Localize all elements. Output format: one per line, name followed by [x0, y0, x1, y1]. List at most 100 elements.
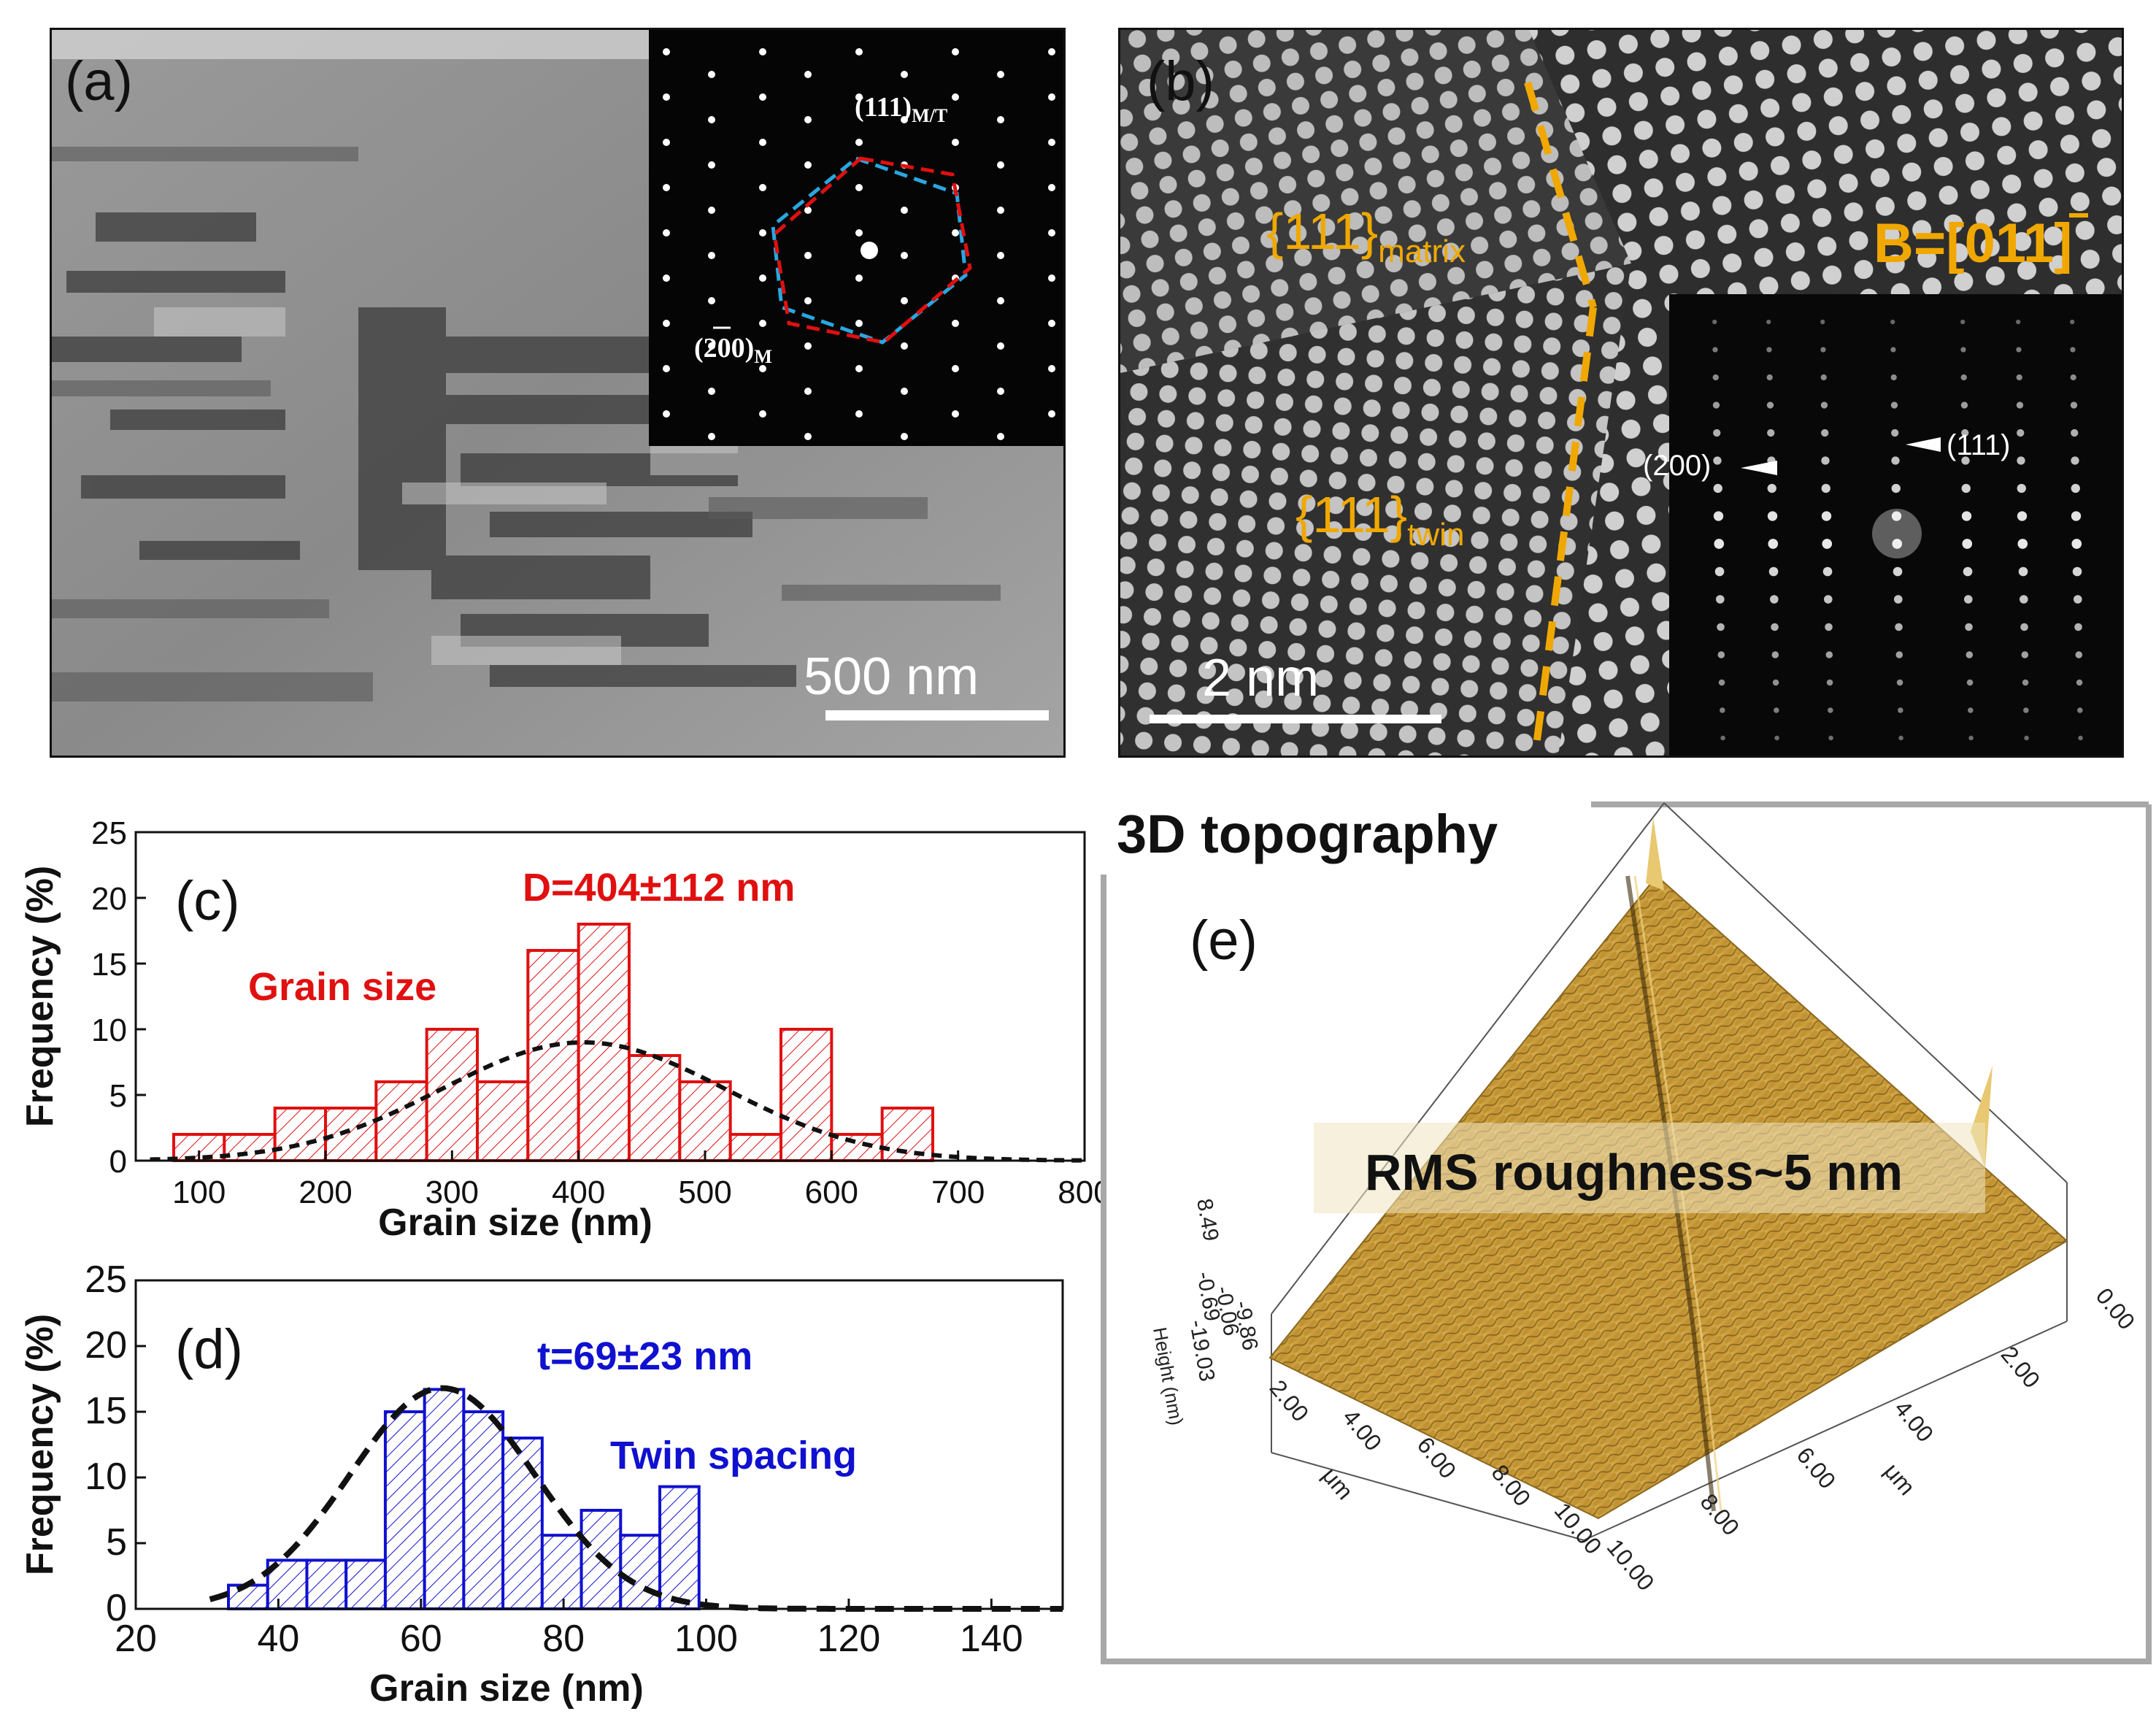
bar-d-8 — [540, 1534, 583, 1611]
x-tick-d-0: 20 — [115, 1618, 157, 1660]
roughness-label: RMS roughness~5 nm — [1365, 1144, 1903, 1201]
fft-label-111: (111) — [1947, 429, 2010, 461]
histogram-d: 20 40 60 80 100 120 140 0 5 10 15 20 25 Grain size (n… — [19, 1258, 1064, 1710]
svg-text:(111)M/T: (111)M/T — [855, 92, 947, 126]
y-tick-d-1: 5 — [106, 1521, 127, 1564]
y-tick-d-0: 0 — [106, 1587, 127, 1629]
x-tick-c-3: 400 — [552, 1175, 605, 1210]
x-tick-d-5: 120 — [817, 1618, 881, 1660]
fft-inset: (200) (111) — [1643, 294, 2122, 756]
x-axis-title-d: Grain size (nm) — [369, 1667, 644, 1710]
right-axis-tick-5: 10.00 — [1602, 1534, 1660, 1595]
y-axis-title-c: Frequency (%) — [19, 866, 61, 1127]
twin-boundary-lower — [1533, 307, 1597, 746]
bar-d-4 — [383, 1410, 426, 1610]
panel-label-c: (c) — [175, 870, 240, 932]
bar-d-7 — [501, 1437, 544, 1610]
x-tick-c-6: 700 — [931, 1175, 985, 1210]
panel-a-label: (a) — [65, 50, 133, 112]
bar-c-14 — [880, 1107, 934, 1162]
y-tick-c-3: 15 — [91, 947, 127, 983]
x-tick-c-2: 300 — [426, 1175, 479, 1210]
zone-axis-label: B=[011] — [1874, 212, 2073, 274]
topography-title: 3D topography — [1117, 804, 1498, 864]
panel-a-scale-bar — [825, 710, 1049, 720]
panel-a-scale-label: 500 nm — [804, 647, 979, 706]
saed-label-bottom: (200) — [694, 333, 754, 364]
bar-c-7 — [526, 949, 580, 1162]
y-tick-c-0: 0 — [109, 1144, 127, 1180]
bar-c-12 — [779, 1028, 833, 1162]
bar-d-10 — [619, 1534, 662, 1611]
right-axis-tick-3: 6.00 — [1792, 1442, 1841, 1494]
height-tick-0: 8.49 — [1192, 1196, 1223, 1242]
roughness-box — [1314, 1123, 1985, 1213]
y-tick-c-4: 20 — [91, 881, 127, 917]
y-tick-d-3: 15 — [85, 1390, 127, 1432]
annotation-c: D=404±112 nm — [523, 866, 795, 910]
height-tick-4: -19.03 — [1185, 1318, 1219, 1383]
bar-c-10 — [678, 1080, 732, 1162]
y-tick-c-2: 10 — [91, 1012, 127, 1048]
panel-label-d: (d) — [175, 1318, 243, 1380]
height-axis-label: Height (nm) — [1149, 1326, 1187, 1427]
svg-text:(200)M: (200)M — [694, 333, 772, 367]
x-tick-c-5: 600 — [805, 1175, 858, 1210]
saed-label-bottom-sub: M — [754, 346, 772, 367]
tem-micrograph: (111)M/T (200)M (a) 500 nm — [52, 30, 1063, 756]
y-tick-c-1: 5 — [109, 1078, 127, 1114]
panel-b-scale-label: 2 nm — [1202, 649, 1319, 707]
x-axis-title-c: Grain size (nm) — [378, 1202, 652, 1244]
y-tick-c-5: 25 — [91, 815, 127, 851]
right-axis-tick-1: 2.00 — [1996, 1341, 2046, 1393]
x-tick-d-2: 60 — [400, 1618, 442, 1660]
chart-title-c: Grain size — [248, 965, 436, 1009]
bar-c-1 — [223, 1133, 277, 1162]
x-tick-c-4: 500 — [678, 1175, 731, 1210]
matrix-diffraction-hexagon — [772, 156, 972, 345]
saed-inset: (111)M/T (200)M — [649, 30, 1063, 446]
bar-c-3 — [324, 1107, 378, 1162]
matrix-plane-sub: matrix — [1378, 234, 1466, 269]
annotation-d: t=69±23 nm — [537, 1334, 752, 1378]
x-tick-d-1: 40 — [257, 1618, 299, 1660]
height-tick-3: -9.86 — [1230, 1299, 1262, 1352]
x-tick-d-4: 100 — [674, 1618, 738, 1660]
afm-3d-surface: 3D topography (e) RMS roughness~5 nm Hei… — [1101, 802, 2152, 1664]
twin-plane-sub: twin — [1407, 517, 1464, 553]
panel-b-hrtem-image: (200) (111) (b) {111}matrix {111}twin B=… — [1118, 28, 2124, 758]
bar-d-11 — [658, 1485, 701, 1610]
panel-e-topography: 3D topography (e) RMS roughness~5 nm Hei… — [1073, 788, 2156, 1718]
right-axis-tick-2: 4.00 — [1890, 1395, 1939, 1447]
bar-d-2 — [305, 1558, 348, 1611]
saed-label-top-sub: M/T — [912, 105, 947, 126]
hrtem-lattice: (200) (111) (b) {111}matrix {111}twin B=… — [1120, 30, 2122, 756]
panel-b-label: (b) — [1147, 50, 1214, 112]
bar-c-6 — [476, 1080, 530, 1162]
x-tick-d-3: 80 — [542, 1618, 585, 1660]
plot-frame-d — [134, 1279, 1064, 1610]
bar-d-3 — [344, 1558, 387, 1611]
svg-text:{111}matrix: {111}matrix — [1266, 203, 1466, 269]
right-axis-unit: μm — [1879, 1458, 1921, 1500]
bar-c-5 — [425, 1028, 480, 1162]
bar-c-4 — [374, 1080, 428, 1162]
saed-label-top: (111) — [855, 92, 912, 123]
bar-c-2 — [273, 1107, 327, 1162]
bar-d-5 — [423, 1388, 466, 1611]
x-tick-d-6: 140 — [960, 1618, 1023, 1660]
twin-plane-label: {111} — [1295, 486, 1407, 543]
bar-c-11 — [728, 1133, 783, 1162]
x-tick-c-1: 200 — [299, 1175, 352, 1210]
svg-text:{111}twin: {111}twin — [1295, 486, 1464, 553]
topography-frame — [1101, 804, 2152, 1664]
histogram-panels: 1002003004005006007008000510152025Grain … — [0, 788, 1112, 1718]
bar-c-9 — [628, 1054, 682, 1162]
chart-title-d: Twin spacing — [610, 1434, 857, 1477]
bar-d-0 — [227, 1583, 269, 1610]
panel-e-label: (e) — [1190, 910, 1258, 972]
bar-d-6 — [462, 1410, 505, 1610]
left-axis-unit: μm — [1317, 1462, 1359, 1504]
y-tick-d-4: 20 — [85, 1324, 127, 1367]
y-tick-d-5: 25 — [85, 1258, 127, 1301]
